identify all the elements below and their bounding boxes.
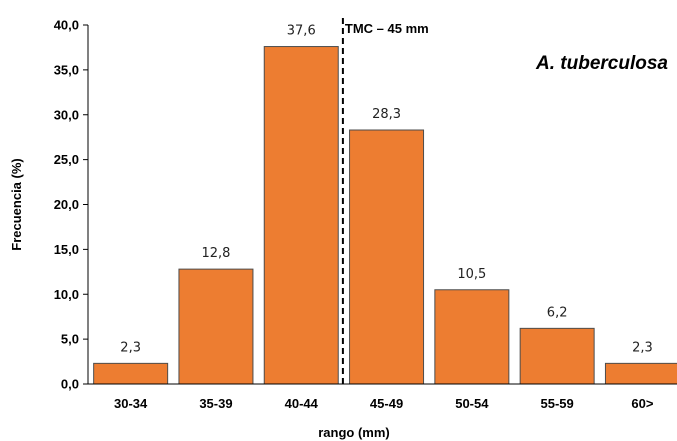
y-tick-label: 5,0 [61,332,79,347]
y-tick-label: 20,0 [54,197,79,212]
species-label: A. tuberculosa [535,53,668,74]
y-tick-label: 10,0 [54,287,79,302]
x-tick-label: 35-39 [199,396,232,411]
bar-60> [604,362,677,385]
y-tick-label: 15,0 [54,242,79,257]
x-tick-label: 60> [631,396,653,411]
y-tick-label: 30,0 [54,107,79,122]
bar-30-34 [93,362,169,385]
bar-35-39 [178,268,254,385]
bar-data-label: 37,6 [287,24,316,39]
bar-data-label: 10,5 [457,267,486,282]
y-axis-title: Frecuencia (%) [9,158,24,250]
bar-data-labels: 2,3 12,8 37,6 28,3 10,5 6,2 2,3 [120,24,652,356]
x-axis-ticks: 30-34 35-39 40-44 45-49 50-54 55-59 60> [114,396,654,411]
bar-data-label: 6,2 [547,305,568,320]
x-tick-label: 55-59 [541,396,574,411]
x-tick-label: 45-49 [370,396,403,411]
x-tick-label: 30-34 [114,396,148,411]
bar-55-59 [519,327,595,385]
bar-45-49 [349,129,425,385]
x-axis-title: rango (mm) [318,425,390,440]
bar-data-label: 12,8 [201,246,230,261]
bars [93,46,677,385]
x-tick-label: 50-54 [455,396,489,411]
tmc-reference-label: TMC – 45 mm [345,21,429,36]
y-tick-label: 25,0 [54,152,79,167]
y-tick-label: 35,0 [54,62,79,77]
bar-data-label: 2,3 [120,340,141,355]
bar-data-label: 2,3 [632,340,653,355]
bar-50-54 [434,289,510,385]
x-tick-label: 40-44 [285,396,319,411]
bar-40-44 [263,46,339,385]
y-tick-label: 0,0 [61,377,79,392]
bar-data-label: 28,3 [372,107,401,122]
y-axis-ticks: 0,0 5,0 10,0 15,0 20,0 25,0 30,0 35,0 40,0 [54,18,88,392]
y-tick-label: 40,0 [54,18,79,33]
